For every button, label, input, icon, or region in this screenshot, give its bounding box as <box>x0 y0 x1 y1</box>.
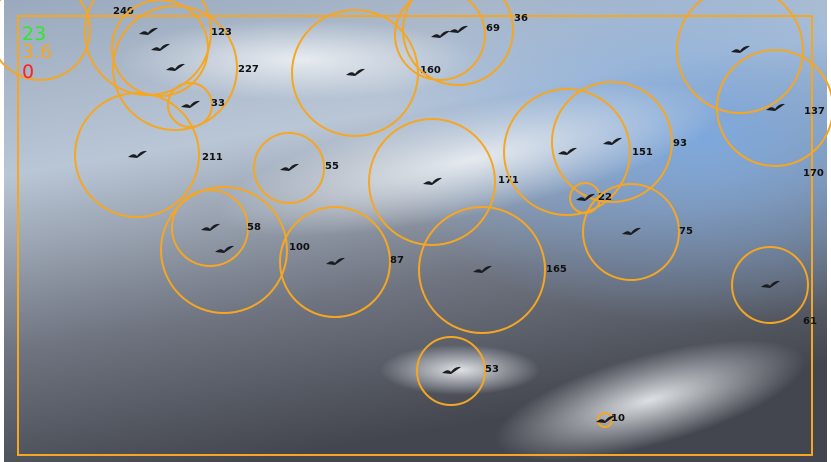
track-id: 10 <box>611 413 625 424</box>
track-id: 53 <box>485 364 499 375</box>
track-id: 151 <box>632 147 653 158</box>
track-id: 22 <box>598 192 612 203</box>
cloud <box>120 20 480 100</box>
track-id: 100 <box>289 242 310 253</box>
rate: 3.6 <box>22 41 52 63</box>
track-id: 69 <box>486 23 500 34</box>
track-id: 33 <box>211 98 225 109</box>
track-id: 93 <box>673 138 687 149</box>
track-id: 36 <box>514 13 528 24</box>
track-id: 211 <box>202 152 223 163</box>
track-id: 75 <box>679 226 693 237</box>
alarm: 0 <box>22 61 34 83</box>
track-id: 240 <box>113 6 134 17</box>
track-id: 160 <box>420 65 441 76</box>
track-id: 170 <box>803 168 824 179</box>
track-id: 123 <box>211 27 232 38</box>
track-id: 137 <box>804 106 825 117</box>
tracking-view: 2401232273321155581008717116516069361519… <box>0 0 831 462</box>
track-id: 87 <box>390 255 404 266</box>
track-id: 58 <box>247 222 261 233</box>
track-id: 61 <box>803 316 817 327</box>
track-id: 55 <box>325 161 339 172</box>
track-id: 227 <box>238 64 259 75</box>
cloud <box>380 345 540 395</box>
track-id: 165 <box>546 264 567 275</box>
